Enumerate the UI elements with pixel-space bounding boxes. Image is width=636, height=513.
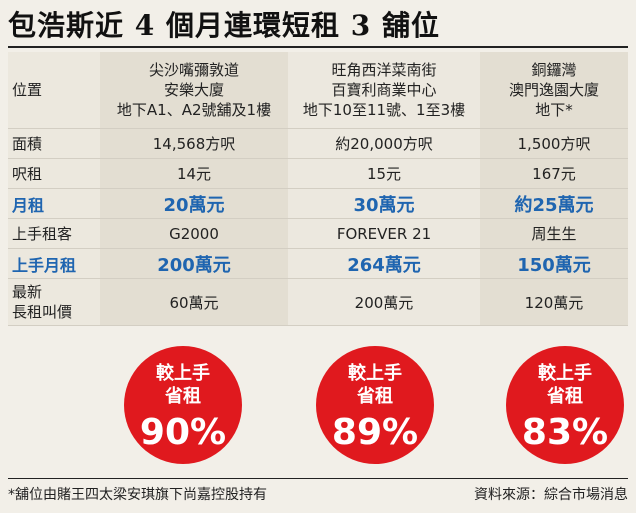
badge-percent: 89% <box>331 412 419 453</box>
savings-badges: 較上手 省租 90% 較上手 省租 89% 較上手 省租 83% <box>0 340 636 470</box>
location-label: 位置 <box>8 52 100 129</box>
table-cell: 14,568方呎 <box>100 129 288 159</box>
row-label-line-2: 長租叫價 <box>12 303 73 321</box>
header-shop-1: 尖沙嘴彌敦道 安樂大廈 地下A1、A2號舖及1樓 <box>100 52 288 129</box>
table-cell: 約25萬元 <box>480 189 628 219</box>
table-cell: 120萬元 <box>480 279 628 326</box>
badge-line-2: 省租 <box>165 386 201 407</box>
table-cell: 200萬元 <box>288 279 480 326</box>
table-row-monthly-rent: 月租 20萬元 30萬元 約25萬元 <box>8 189 628 219</box>
page-title: 包浩斯近 4 個月連環短租 3 舖位 <box>8 9 440 42</box>
savings-badge: 較上手 省租 83% <box>506 346 624 464</box>
badge-line-1: 較上手 <box>348 363 402 384</box>
table-cell: 60萬元 <box>100 279 288 326</box>
badge-percent: 90% <box>139 412 227 453</box>
table-cell: 約20,000方呎 <box>288 129 480 159</box>
badge-line-2: 省租 <box>357 386 393 407</box>
footnote: *舖位由賭王四太梁安琪旗下尚嘉控股持有 <box>8 487 267 503</box>
table-row-rent-per-sqft: 呎租 14元 15元 167元 <box>8 159 628 189</box>
table-cell: 周生生 <box>480 219 628 249</box>
table-cell: 150萬元 <box>480 249 628 279</box>
table-cell: 167元 <box>480 159 628 189</box>
row-label-line-1: 最新 <box>12 283 43 301</box>
row-label: 上手租客 <box>8 219 100 249</box>
badge-line-1: 較上手 <box>156 363 210 384</box>
table-cell: 30萬元 <box>288 189 480 219</box>
row-label: 月租 <box>8 189 100 219</box>
header-shop-3-line-2: 澳門逸園大廈 <box>508 81 599 99</box>
badge-line-2: 省租 <box>547 386 583 407</box>
row-label: 呎租 <box>8 159 100 189</box>
header-shop-2: 旺角西洋菜南街 百寶利商業中心 地下10至11號、1至3樓 <box>288 52 480 129</box>
badge-percent: 83% <box>521 412 609 453</box>
row-label: 面積 <box>8 129 100 159</box>
title-divider <box>8 46 628 48</box>
header-shop-1-line-2: 安樂大廈 <box>163 81 224 99</box>
table-cell: FOREVER 21 <box>288 219 480 249</box>
table-cell: 200萬元 <box>100 249 288 279</box>
table-cell: 1,500方呎 <box>480 129 628 159</box>
table-row-previous-tenant: 上手租客 G2000 FOREVER 21 周生生 <box>8 219 628 249</box>
badge-line-1: 較上手 <box>538 363 592 384</box>
row-label: 最新 長租叫價 <box>8 279 100 326</box>
header-shop-3-line-1: 銅鑼灣 <box>531 61 577 79</box>
source-note: 資料來源：綜合市場消息 <box>474 487 628 503</box>
header-shop-1-line-1: 尖沙嘴彌敦道 <box>148 61 239 79</box>
header-shop-2-line-3: 地下10至11號、1至3樓 <box>302 101 466 119</box>
table-cell: G2000 <box>100 219 288 249</box>
table-cell: 20萬元 <box>100 189 288 219</box>
savings-badge: 較上手 省租 89% <box>316 346 434 464</box>
header-shop-1-line-3: 地下A1、A2號舖及1樓 <box>116 101 272 119</box>
header-shop-2-line-2: 百寶利商業中心 <box>331 81 437 99</box>
footer-divider <box>8 478 628 479</box>
table-row-area: 面積 14,568方呎 約20,000方呎 1,500方呎 <box>8 129 628 159</box>
table-header-row: 位置 尖沙嘴彌敦道 安樂大廈 地下A1、A2號舖及1樓 旺角西洋菜南街 百寶利商… <box>8 52 628 129</box>
header-shop-3: 銅鑼灣 澳門逸園大廈 地下* <box>480 52 628 129</box>
row-label: 上手月租 <box>8 249 100 279</box>
rental-comparison-table: 位置 尖沙嘴彌敦道 安樂大廈 地下A1、A2號舖及1樓 旺角西洋菜南街 百寶利商… <box>8 52 628 326</box>
table-row-previous-monthly-rent: 上手月租 200萬元 264萬元 150萬元 <box>8 249 628 279</box>
header-shop-2-line-1: 旺角西洋菜南街 <box>331 61 437 79</box>
table-cell: 14元 <box>100 159 288 189</box>
savings-badge: 較上手 省租 90% <box>124 346 242 464</box>
table-cell: 264萬元 <box>288 249 480 279</box>
table-cell: 15元 <box>288 159 480 189</box>
header-shop-3-line-3: 地下* <box>535 101 573 119</box>
table-row-latest-asking-rent: 最新 長租叫價 60萬元 200萬元 120萬元 <box>8 279 628 326</box>
